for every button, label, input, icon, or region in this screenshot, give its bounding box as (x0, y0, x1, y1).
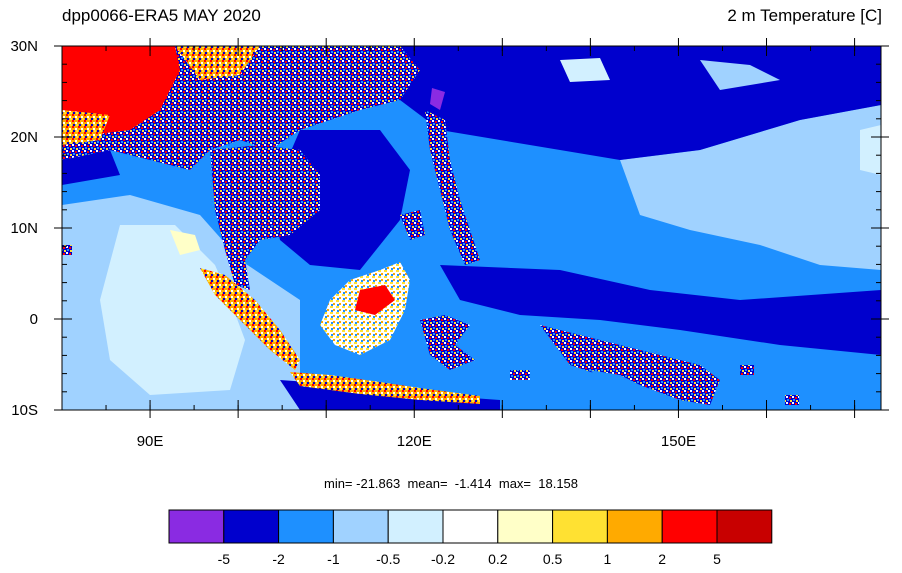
colorbar-swatch (661, 509, 718, 544)
colorbar-label: 5 (713, 551, 721, 567)
colorbar-label: 2 (658, 551, 666, 567)
map-axes: 90E 120E 150E 30N 20N 10N 0 10S (10, 38, 889, 450)
lat-tick-label: 0 (30, 311, 38, 328)
lat-tick-label: 10S (11, 402, 38, 419)
lat-tick-label: 20N (10, 129, 38, 146)
map-field (62, 46, 881, 410)
colorbar-swatch (442, 509, 499, 544)
colorbar-label: -5 (218, 551, 231, 567)
colorbar-swatch (497, 509, 554, 544)
stats-text: min= -21.863 mean= -1.414 max= 18.158 (323, 476, 579, 491)
colorbar-swatch (278, 509, 334, 544)
lon-tick-label: 150E (661, 433, 696, 450)
colorbar-label: -0.5 (376, 551, 400, 567)
lat-tick-label: 10N (10, 220, 38, 237)
plot-title: dpp0066-ERA5 MAY 2020 (62, 6, 261, 25)
colorbar-swatch (223, 509, 280, 544)
colorbar-swatch (387, 509, 444, 544)
lon-tick-label: 90E (137, 433, 164, 450)
colorbar-label: -0.2 (431, 551, 455, 567)
colorbar-swatch (716, 509, 773, 544)
colorbar-label: 0.2 (488, 551, 508, 567)
colorbar-label: 1 (604, 551, 612, 567)
temperature-map: 90E 120E 150E 30N 20N 10N 0 10S (10, 38, 889, 450)
colorbar-swatch (552, 509, 608, 544)
variable-title: 2 m Temperature [C] (727, 6, 882, 25)
lat-tick-label: 30N (10, 38, 38, 55)
colorbar-swatch (606, 509, 663, 544)
colorbar-label: 0.5 (543, 551, 563, 567)
colorbar-label: -2 (272, 551, 285, 567)
colorbar-swatch (168, 509, 225, 544)
colorbar-label: -1 (327, 551, 340, 567)
lon-tick-label: 120E (397, 433, 432, 450)
colorbar-swatch (332, 509, 389, 544)
